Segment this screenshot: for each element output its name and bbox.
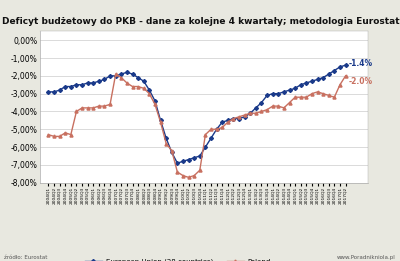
Poland — [231, 117, 236, 120]
Text: www.Poradnikniola.pl: www.Poradnikniola.pl — [337, 255, 396, 260]
Poland — [186, 176, 191, 179]
Line: Poland: Poland — [47, 73, 347, 179]
Legend: European Union (28 countries), Poland: European Union (28 countries), Poland — [85, 259, 271, 261]
European Union (28 countries) — [254, 106, 258, 109]
Poland — [164, 142, 168, 145]
Poland — [46, 133, 51, 136]
European Union (28 countries) — [96, 80, 101, 83]
Poland — [113, 73, 118, 76]
European Union (28 countries) — [175, 162, 180, 165]
Poland — [237, 115, 242, 118]
Poland — [259, 110, 264, 113]
Poland — [96, 105, 101, 108]
European Union (28 countries) — [46, 90, 51, 93]
Title: Deficyt budżetowy do PKB - dane za kolejne 4 kwartały; metodologia Eurostatu: Deficyt budżetowy do PKB - dane za kolej… — [2, 17, 400, 26]
Text: -1.4%: -1.4% — [348, 59, 372, 68]
European Union (28 countries) — [231, 117, 236, 120]
Poland — [220, 126, 225, 129]
Text: źródło: Eurostat: źródło: Eurostat — [4, 255, 47, 260]
Line: European Union (28 countries): European Union (28 countries) — [47, 64, 347, 164]
European Union (28 countries) — [226, 119, 230, 122]
European Union (28 countries) — [158, 119, 163, 122]
Poland — [343, 74, 348, 78]
European Union (28 countries) — [343, 64, 348, 67]
Text: -2.0%: -2.0% — [348, 77, 372, 86]
European Union (28 countries) — [214, 128, 219, 131]
